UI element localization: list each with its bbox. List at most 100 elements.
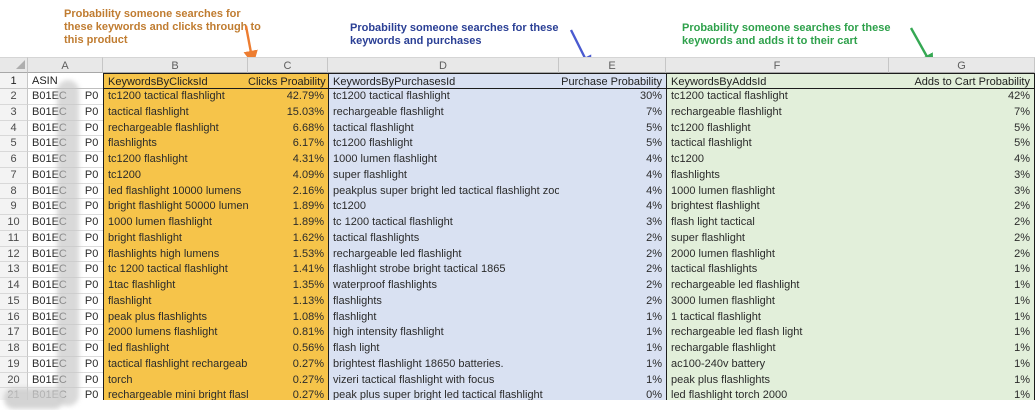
purchases-keyword-cell[interactable]: peak plus super bright led tactical flas… [328, 388, 559, 400]
adds-probability-cell[interactable]: 3% [889, 167, 1035, 184]
purchase-probability-cell[interactable]: 0% [559, 388, 666, 400]
clicks-keyword-cell[interactable]: led flashlight [103, 341, 248, 357]
adds-probability-cell[interactable]: 1% [889, 341, 1035, 357]
adds-keywords-header-cell[interactable]: KeywordsByAddsId [666, 73, 889, 89]
purchases-keyword-cell[interactable]: rechargeable led flashlight [328, 246, 559, 263]
row-number[interactable]: 17 [0, 325, 28, 341]
adds-probability-cell[interactable]: 1% [889, 372, 1035, 389]
clicks-probability-cell[interactable]: 1.35% [248, 278, 328, 294]
adds-probability-header-cell[interactable]: Adds to Cart Probability [889, 73, 1035, 89]
purchase-probability-cell[interactable]: 4% [559, 167, 666, 184]
purchase-probability-cell[interactable]: 30% [559, 89, 666, 105]
clicks-keyword-cell[interactable]: rechargeable flashlight [103, 120, 248, 137]
clicks-keyword-cell[interactable]: flashlights high lumens [103, 246, 248, 263]
purchases-keyword-cell[interactable]: tc1200 [328, 199, 559, 215]
clicks-probability-cell[interactable]: 4.09% [248, 167, 328, 184]
row-number[interactable]: 12 [0, 246, 28, 263]
purchases-keyword-cell[interactable]: super flashlight [328, 167, 559, 184]
purchase-probability-cell[interactable]: 1% [559, 356, 666, 373]
adds-keyword-cell[interactable]: rechargeable led flash light [666, 325, 889, 341]
adds-keyword-cell[interactable]: ac100-240v battery [666, 356, 889, 373]
purchase-probability-cell[interactable]: 2% [559, 278, 666, 294]
row-number[interactable]: 14 [0, 278, 28, 294]
clicks-probability-cell[interactable]: 1.08% [248, 309, 328, 326]
purchases-keyword-cell[interactable]: flash light [328, 341, 559, 357]
adds-probability-cell[interactable]: 2% [889, 199, 1035, 215]
row-number[interactable]: 3 [0, 104, 28, 121]
adds-keyword-cell[interactable]: rechargeable led flashlight [666, 278, 889, 294]
clicks-keyword-cell[interactable]: flashlights [103, 136, 248, 152]
clicks-keyword-cell[interactable]: tc 1200 tactical flashlight [103, 262, 248, 278]
adds-keyword-cell[interactable]: tc1200 tactical flashlight [666, 89, 889, 105]
clicks-keywords-header-cell[interactable]: KeywordsByClicksId [103, 73, 248, 89]
clicks-probability-cell[interactable]: 2.16% [248, 183, 328, 200]
clicks-probability-cell[interactable]: 0.81% [248, 325, 328, 341]
select-all-corner[interactable] [0, 57, 28, 73]
purchase-probability-cell[interactable]: 7% [559, 104, 666, 121]
column-header-c[interactable]: C [248, 57, 328, 73]
adds-probability-cell[interactable]: 1% [889, 356, 1035, 373]
adds-keyword-cell[interactable]: flash light tactical [666, 215, 889, 231]
purchases-keyword-cell[interactable]: brightest flashlight 18650 batteries. [328, 356, 559, 373]
clicks-probability-cell[interactable]: 1.89% [248, 199, 328, 215]
purchase-probability-cell[interactable]: 1% [559, 325, 666, 341]
purchases-keyword-cell[interactable]: 1000 lumen flashlight [328, 152, 559, 168]
adds-probability-cell[interactable]: 4% [889, 152, 1035, 168]
adds-keyword-cell[interactable]: brightest flashlight [666, 199, 889, 215]
clicks-probability-cell[interactable]: 15.03% [248, 104, 328, 121]
purchase-probability-cell[interactable]: 4% [559, 183, 666, 200]
purchase-probability-cell[interactable]: 1% [559, 341, 666, 357]
purchases-keyword-cell[interactable]: waterproof flashlights [328, 278, 559, 294]
clicks-keyword-cell[interactable]: 2000 lumens flashlight [103, 325, 248, 341]
adds-keyword-cell[interactable]: flashlights [666, 167, 889, 184]
purchase-probability-cell[interactable]: 5% [559, 136, 666, 152]
purchases-keyword-cell[interactable]: peakplus super bright led tactical flash… [328, 183, 559, 200]
adds-probability-cell[interactable]: 1% [889, 309, 1035, 326]
clicks-probability-cell[interactable]: 42.79% [248, 89, 328, 105]
clicks-probability-cell[interactable]: 1.89% [248, 215, 328, 231]
adds-probability-cell[interactable]: 7% [889, 104, 1035, 121]
column-header-d[interactable]: D [328, 57, 559, 73]
purchases-keyword-cell[interactable]: tc 1200 tactical flashlight [328, 215, 559, 231]
clicks-probability-cell[interactable]: 1.41% [248, 262, 328, 278]
column-header-f[interactable]: F [666, 57, 889, 73]
row-number[interactable]: 1 [0, 73, 28, 89]
clicks-keyword-cell[interactable]: rechargeable mini bright flasl [103, 388, 248, 400]
purchases-keyword-cell[interactable]: high intensity flashlight [328, 325, 559, 341]
row-number[interactable]: 10 [0, 215, 28, 231]
purchase-probability-cell[interactable]: 1% [559, 309, 666, 326]
purchase-probability-cell[interactable]: 5% [559, 120, 666, 137]
purchase-probability-cell[interactable]: 1% [559, 372, 666, 389]
adds-probability-cell[interactable]: 2% [889, 246, 1035, 263]
clicks-keyword-cell[interactable]: tactical flashlight rechargeab [103, 356, 248, 373]
clicks-probability-cell[interactable]: 1.53% [248, 246, 328, 263]
purchase-probability-cell[interactable]: 3% [559, 215, 666, 231]
clicks-probability-header-cell[interactable]: Clicks Proability [248, 73, 328, 89]
clicks-keyword-cell[interactable]: flashlight [103, 293, 248, 310]
adds-probability-cell[interactable]: 1% [889, 262, 1035, 278]
purchase-probability-header-cell[interactable]: Purchase Probability [559, 73, 666, 89]
column-header-b[interactable]: B [103, 57, 248, 73]
adds-probability-cell[interactable]: 3% [889, 183, 1035, 200]
row-number[interactable]: 8 [0, 183, 28, 200]
adds-probability-cell[interactable]: 5% [889, 120, 1035, 137]
row-number[interactable]: 7 [0, 167, 28, 184]
row-number[interactable]: 4 [0, 120, 28, 137]
adds-probability-cell[interactable]: 1% [889, 325, 1035, 341]
purchases-keywords-header-cell[interactable]: KeywordsByPurchasesId [328, 73, 559, 89]
clicks-probability-cell[interactable]: 4.31% [248, 152, 328, 168]
adds-keyword-cell[interactable]: 1 tactical flashlight [666, 309, 889, 326]
clicks-keyword-cell[interactable]: 1000 lumen flashlight [103, 215, 248, 231]
adds-keyword-cell[interactable]: super flashlight [666, 230, 889, 247]
adds-keyword-cell[interactable]: rechargable flashlight [666, 341, 889, 357]
clicks-keyword-cell[interactable]: tc1200 [103, 167, 248, 184]
adds-keyword-cell[interactable]: tc1200 [666, 152, 889, 168]
clicks-keyword-cell[interactable]: tc1200 tactical flashlight [103, 89, 248, 105]
purchases-keyword-cell[interactable]: flashlights [328, 293, 559, 310]
adds-probability-cell[interactable]: 5% [889, 136, 1035, 152]
purchase-probability-cell[interactable]: 2% [559, 246, 666, 263]
adds-keyword-cell[interactable]: led flashlight torch 2000 [666, 388, 889, 400]
adds-keyword-cell[interactable]: 2000 lumen flashlight [666, 246, 889, 263]
column-header-g[interactable]: G [889, 57, 1035, 73]
purchase-probability-cell[interactable]: 4% [559, 152, 666, 168]
